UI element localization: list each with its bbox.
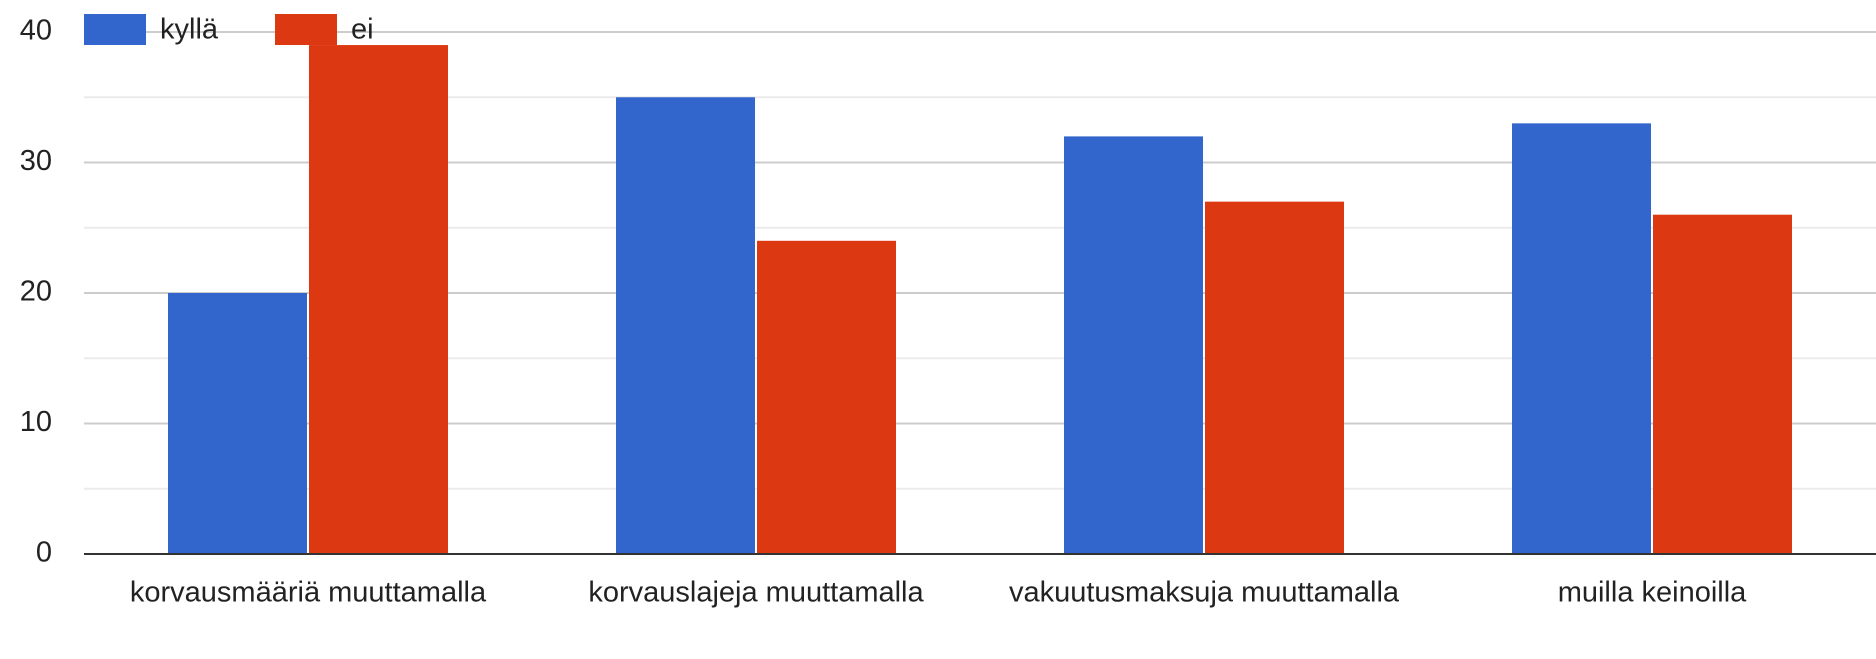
legend-label: kyllä: [160, 14, 219, 46]
bar: [757, 240, 896, 555]
bar: [616, 97, 755, 554]
x-tick-label: korvausmääriä muuttamalla: [130, 577, 487, 609]
bar: [168, 293, 307, 554]
y-tick-label: 40: [20, 15, 52, 47]
legend-label: ei: [351, 14, 374, 46]
legend-swatch: [84, 14, 146, 45]
x-tick-label: korvauslajeja muuttamalla: [588, 577, 924, 609]
x-tick-label: vakuutusmaksuja muuttamalla: [1009, 577, 1400, 609]
bar: [309, 45, 448, 555]
legend-swatch: [275, 14, 337, 45]
y-tick-label: 10: [20, 406, 52, 438]
y-tick-label: 0: [36, 537, 52, 569]
bar: [1653, 214, 1792, 554]
bar: [1064, 136, 1203, 554]
x-tick-label: muilla keinoilla: [1558, 577, 1747, 609]
bar: [1205, 201, 1344, 554]
bar: [1512, 123, 1651, 554]
y-tick-label: 30: [20, 145, 52, 177]
y-tick-label: 20: [20, 276, 52, 308]
